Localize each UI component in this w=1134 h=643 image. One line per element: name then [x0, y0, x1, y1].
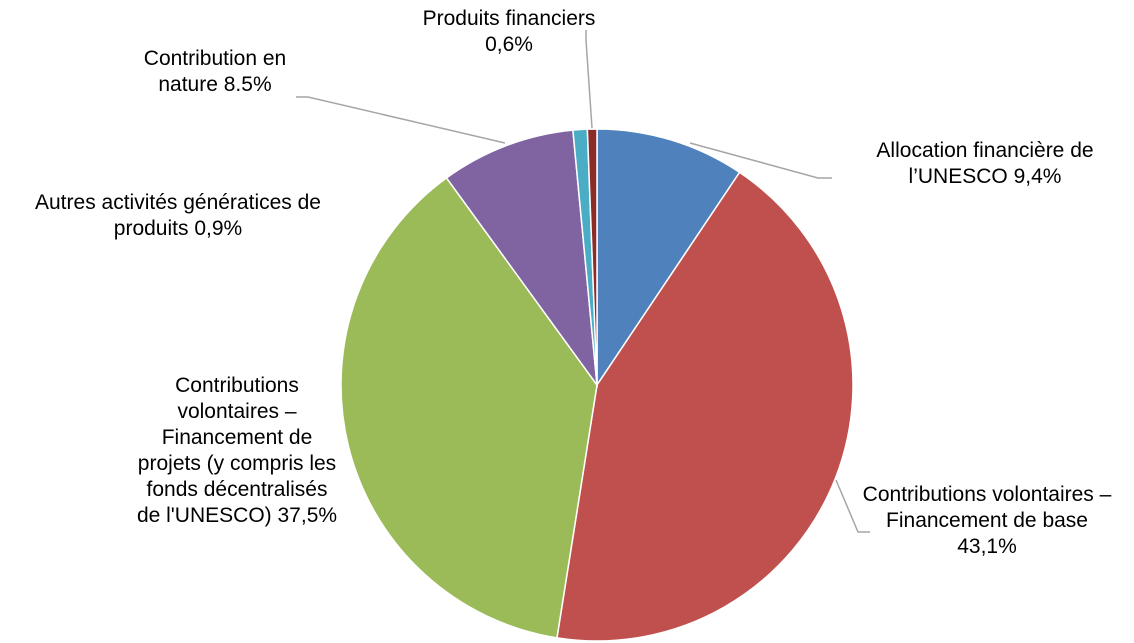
label-value: 0,6%: [485, 33, 533, 56]
leader-line: [585, 30, 593, 129]
label-name: Allocation financière de l’UNESCO: [876, 139, 1094, 188]
slice-label: Contribution en nature 8.5%: [120, 46, 310, 98]
pie-slice: [445, 129, 599, 388]
pie-slice: [586, 128, 598, 386]
leader-line: [689, 142, 832, 179]
label-name: Contributions volontaires – Financement …: [136, 374, 337, 527]
leader-line: [296, 96, 506, 144]
label-name: Produits financiers: [422, 7, 596, 30]
slice-label: Contributions volontaires – Financement …: [857, 482, 1117, 560]
label-value: 37,5%: [277, 504, 338, 527]
slice-label: Contributions volontaires – Financement …: [134, 373, 340, 529]
label-value: 0,9%: [194, 217, 243, 240]
label-value: 8.5%: [223, 73, 272, 96]
slice-label: Autres activités génératices de produits…: [0, 190, 356, 242]
label-value: 9,4%: [1013, 165, 1062, 188]
slice-label: Allocation financière de l’UNESCO 9,4%: [860, 138, 1110, 190]
leader-line: [835, 479, 870, 533]
pie-slice: [556, 171, 854, 642]
slice-label: Produits financiers 0,6%: [398, 6, 620, 58]
pie-slice: [340, 176, 598, 639]
label-value: 43,1%: [957, 535, 1017, 558]
slices: [340, 128, 854, 642]
pie-slice: [596, 128, 741, 388]
label-name: Contribution en nature: [143, 47, 287, 96]
label-name: Contributions volontaires – Financement …: [862, 483, 1112, 532]
label-name: Autres activités génératices de produits: [35, 191, 321, 240]
leader-lines: [296, 30, 870, 533]
